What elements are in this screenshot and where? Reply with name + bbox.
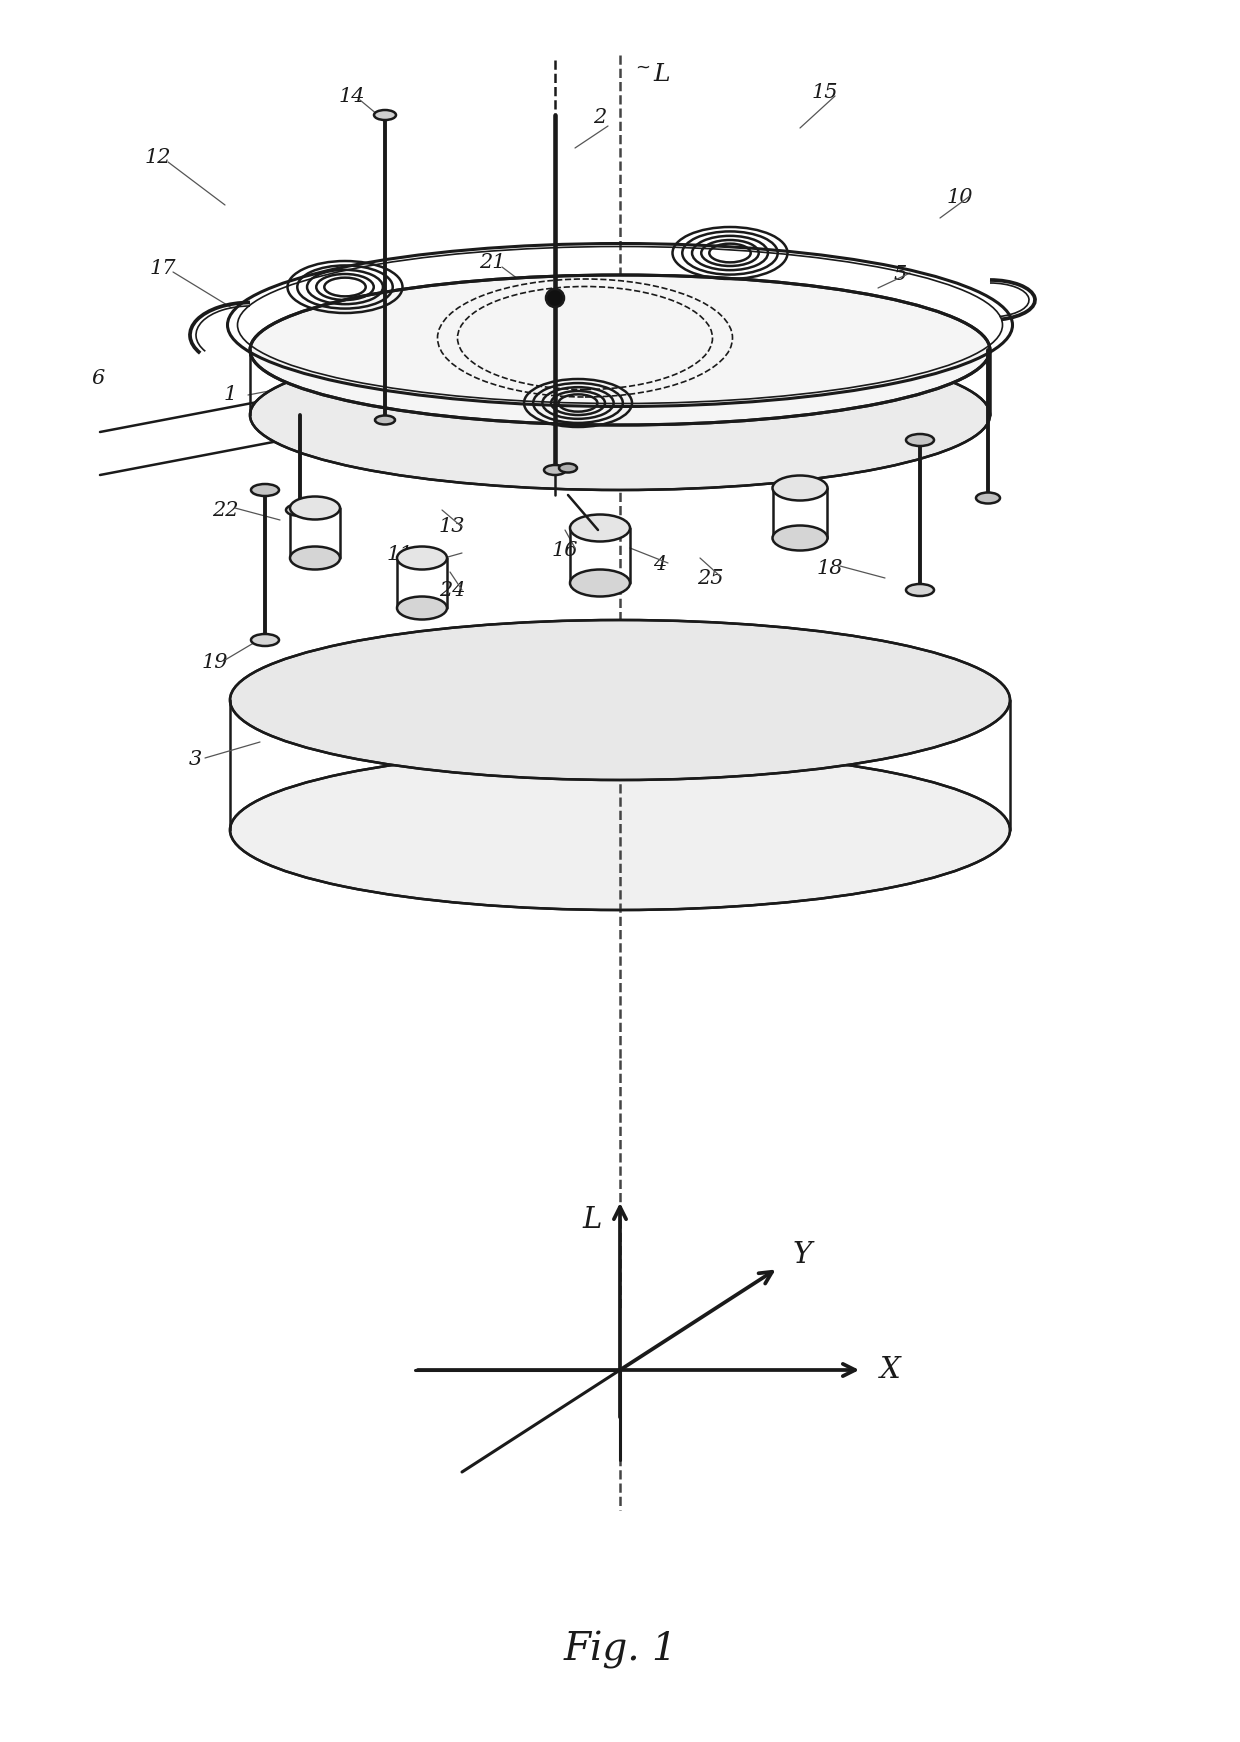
Ellipse shape xyxy=(290,547,340,570)
Text: 20: 20 xyxy=(625,322,651,341)
Ellipse shape xyxy=(559,463,577,472)
Ellipse shape xyxy=(976,493,999,503)
Ellipse shape xyxy=(374,110,396,120)
Ellipse shape xyxy=(229,620,1011,780)
Ellipse shape xyxy=(250,484,279,496)
Ellipse shape xyxy=(397,547,446,570)
Text: L: L xyxy=(653,63,670,87)
Text: ~: ~ xyxy=(635,59,650,77)
Ellipse shape xyxy=(546,289,564,307)
Text: 21: 21 xyxy=(479,254,505,272)
Ellipse shape xyxy=(906,584,934,596)
Ellipse shape xyxy=(250,340,990,490)
Text: 5: 5 xyxy=(893,265,906,284)
Text: Fig. 1: Fig. 1 xyxy=(563,1631,677,1669)
Ellipse shape xyxy=(374,416,396,425)
Ellipse shape xyxy=(773,476,827,500)
Ellipse shape xyxy=(290,496,340,519)
Text: Y: Y xyxy=(794,1240,812,1268)
Ellipse shape xyxy=(906,434,934,446)
Text: L: L xyxy=(583,1205,601,1233)
Text: 22: 22 xyxy=(212,500,238,519)
Ellipse shape xyxy=(229,751,1011,909)
Text: 10: 10 xyxy=(947,188,973,207)
Text: 24: 24 xyxy=(439,580,465,599)
Ellipse shape xyxy=(773,526,827,550)
Text: 11: 11 xyxy=(387,545,413,564)
Text: 16: 16 xyxy=(552,540,578,559)
Text: 25: 25 xyxy=(697,568,723,587)
Text: 2: 2 xyxy=(594,108,606,127)
Text: 4: 4 xyxy=(653,556,667,575)
Text: X: X xyxy=(880,1355,900,1383)
Text: 6: 6 xyxy=(92,369,104,387)
Text: 15: 15 xyxy=(812,84,838,103)
Ellipse shape xyxy=(570,514,630,542)
Text: 17: 17 xyxy=(150,258,176,277)
Ellipse shape xyxy=(397,596,446,620)
Text: 19: 19 xyxy=(202,653,228,671)
Text: 18: 18 xyxy=(817,559,843,578)
Text: 1: 1 xyxy=(223,385,237,404)
Ellipse shape xyxy=(250,275,990,425)
Text: 14: 14 xyxy=(339,87,366,106)
Text: 13: 13 xyxy=(439,517,465,537)
Ellipse shape xyxy=(250,634,279,646)
Text: 3: 3 xyxy=(188,751,202,770)
Text: 12: 12 xyxy=(145,148,171,167)
Ellipse shape xyxy=(570,570,630,596)
Ellipse shape xyxy=(286,503,314,516)
Ellipse shape xyxy=(544,465,565,476)
Text: 23: 23 xyxy=(808,455,836,474)
